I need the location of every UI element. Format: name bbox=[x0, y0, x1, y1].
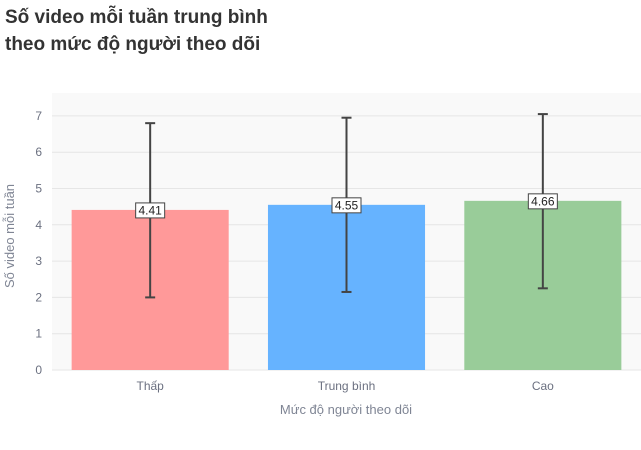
y-axis-title: Số video mỗi tuần bbox=[2, 184, 17, 288]
x-tick-label-1: Trung bình bbox=[318, 379, 376, 393]
y-tick-label-2: 2 bbox=[35, 290, 42, 304]
y-tick-label-7: 7 bbox=[35, 109, 42, 123]
x-tick-label-2: Cao bbox=[532, 379, 554, 393]
svg-text:4.66: 4.66 bbox=[531, 194, 555, 208]
data-label-0: 4.41 bbox=[135, 202, 166, 219]
y-tick-label-1: 1 bbox=[35, 327, 42, 341]
chart-title-line-2: theo mức độ người theo dõi bbox=[5, 34, 261, 55]
y-tick-label-3: 3 bbox=[35, 254, 42, 268]
y-tick-label-5: 5 bbox=[35, 182, 42, 196]
chart-title: Số video mỗi tuần trung bình theo mức độ… bbox=[5, 4, 605, 58]
y-tick-label-6: 6 bbox=[35, 145, 42, 159]
x-axis-title: Mức độ người theo dõi bbox=[280, 402, 412, 417]
data-label-2: 4.66 bbox=[527, 193, 558, 210]
y-tick-label-4: 4 bbox=[35, 218, 42, 232]
svg-text:4.41: 4.41 bbox=[138, 203, 162, 217]
data-label-1: 4.55 bbox=[331, 197, 362, 214]
y-tick-label-0: 0 bbox=[35, 363, 42, 377]
x-tick-label-0: Thấp bbox=[136, 379, 164, 393]
svg-text:4.55: 4.55 bbox=[335, 198, 359, 212]
chart-title-line-1: Số video mỗi tuần trung bình bbox=[5, 7, 268, 28]
